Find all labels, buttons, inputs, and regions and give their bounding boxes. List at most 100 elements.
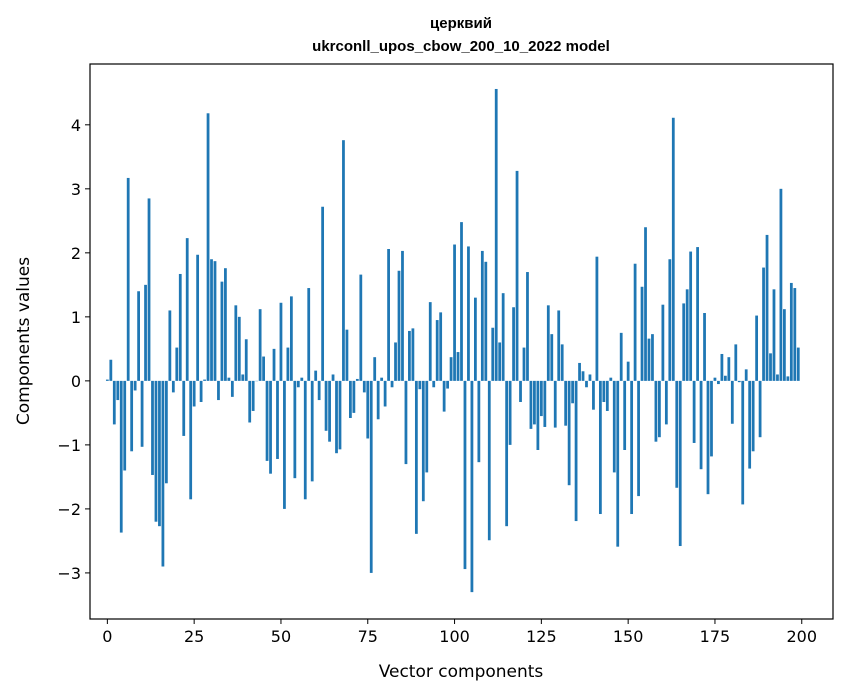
bar-component-83 (394, 342, 397, 381)
bar-component-12 (147, 198, 151, 381)
bar-component-27 (199, 380, 203, 402)
bar-component-59 (310, 380, 314, 482)
bar-component-149 (623, 380, 627, 450)
bar-component-138 (585, 380, 588, 388)
y-tick-label: −1 (57, 436, 81, 455)
bar-component-75 (366, 380, 370, 439)
bar-component-103 (463, 380, 467, 570)
bar-component-7 (130, 380, 134, 452)
bar-component-40 (244, 339, 248, 381)
bar-component-48 (272, 348, 276, 381)
y-tick-label: 0 (71, 372, 81, 391)
bar-component-120 (522, 347, 526, 381)
x-tick-label: 50 (271, 627, 291, 646)
bar-component-180 (730, 380, 734, 424)
bar-component-57 (303, 380, 307, 500)
bar-component-124 (536, 380, 540, 450)
bar-component-29 (206, 113, 210, 381)
bar-component-74 (362, 380, 366, 393)
bar-component-197 (789, 282, 793, 381)
bar-component-54 (293, 380, 297, 479)
bar-component-61 (317, 380, 321, 401)
bar-component-116 (508, 380, 512, 445)
bar-component-110 (487, 380, 491, 541)
y-tick-label: −2 (57, 500, 81, 519)
bar-component-46 (265, 380, 269, 461)
bar-component-128 (550, 334, 554, 381)
bar-component-94 (432, 380, 436, 388)
bar-component-77 (373, 357, 377, 381)
bar-component-45 (262, 356, 265, 381)
bar-component-195 (783, 309, 786, 381)
bar-component-169 (692, 380, 696, 443)
bar-component-20 (175, 347, 179, 381)
bar-component-73 (359, 274, 363, 381)
bar-component-38 (237, 316, 241, 381)
bar-component-142 (598, 380, 602, 515)
bar-component-5 (123, 380, 127, 471)
x-tick-label: 100 (439, 627, 470, 646)
bar-component-72 (355, 378, 359, 381)
bar-component-147 (616, 380, 620, 547)
bar-component-144 (605, 380, 609, 411)
bar-component-99 (449, 357, 453, 381)
bar-component-115 (505, 380, 509, 527)
bar-component-168 (689, 251, 693, 381)
bar-component-186 (751, 380, 755, 452)
x-tick-label: 200 (786, 627, 817, 646)
y-axis-label: Components values (14, 257, 34, 425)
bar-component-50 (279, 302, 283, 381)
bar-component-23 (185, 238, 189, 381)
bar-component-188 (758, 380, 762, 438)
bar-component-65 (331, 374, 335, 381)
bar-component-16 (161, 380, 165, 567)
bar-component-26 (196, 254, 200, 381)
bar-component-154 (640, 286, 644, 381)
bar-component-151 (630, 380, 634, 515)
bar-component-167 (685, 289, 689, 381)
bar-component-49 (276, 380, 279, 459)
bar-component-135 (574, 380, 578, 522)
bar-component-182 (737, 380, 741, 383)
bar-component-13 (151, 380, 154, 475)
bar-component-161 (664, 380, 668, 425)
bar-component-152 (633, 263, 637, 381)
bar-component-132 (564, 380, 568, 426)
bar-component-68 (342, 140, 345, 381)
bar-component-52 (286, 347, 290, 381)
bar-component-33 (220, 281, 224, 381)
bar-component-166 (682, 303, 686, 381)
bar-component-15 (158, 380, 161, 527)
bar-component-47 (269, 380, 272, 474)
bar-component-159 (658, 380, 661, 438)
bar-component-172 (703, 313, 706, 381)
bar-component-111 (491, 327, 495, 381)
bar-component-30 (210, 259, 213, 381)
bar-component-158 (654, 380, 658, 442)
chart-subtitle: ukrconll_upos_cbow_200_10_2022 model (312, 38, 610, 55)
bar-component-193 (776, 374, 779, 381)
bar-component-14 (154, 380, 158, 522)
bar-component-60 (314, 370, 318, 381)
bar-component-4 (119, 380, 123, 533)
bar-component-9 (137, 291, 140, 381)
x-axis-ticks: 0 25 50 75 100 125 150 175 200 (102, 619, 817, 646)
bar-component-179 (727, 357, 731, 381)
y-tick-label: 3 (71, 180, 81, 199)
bar-component-176 (717, 380, 720, 385)
bar-component-175 (713, 377, 717, 381)
bar-component-91 (421, 380, 425, 502)
bar-component-181 (734, 344, 738, 381)
bar-component-10 (140, 380, 144, 447)
plot-frame (89, 63, 834, 620)
bar-component-96 (439, 312, 443, 381)
y-tick-label: 1 (71, 308, 81, 327)
bar-component-192 (772, 289, 776, 381)
bar-component-88 (411, 328, 415, 381)
bar-component-199 (796, 347, 800, 381)
bar-component-106 (474, 297, 477, 381)
bar-component-35 (227, 377, 231, 381)
bar-component-160 (661, 304, 665, 381)
bar-component-178 (723, 375, 727, 381)
